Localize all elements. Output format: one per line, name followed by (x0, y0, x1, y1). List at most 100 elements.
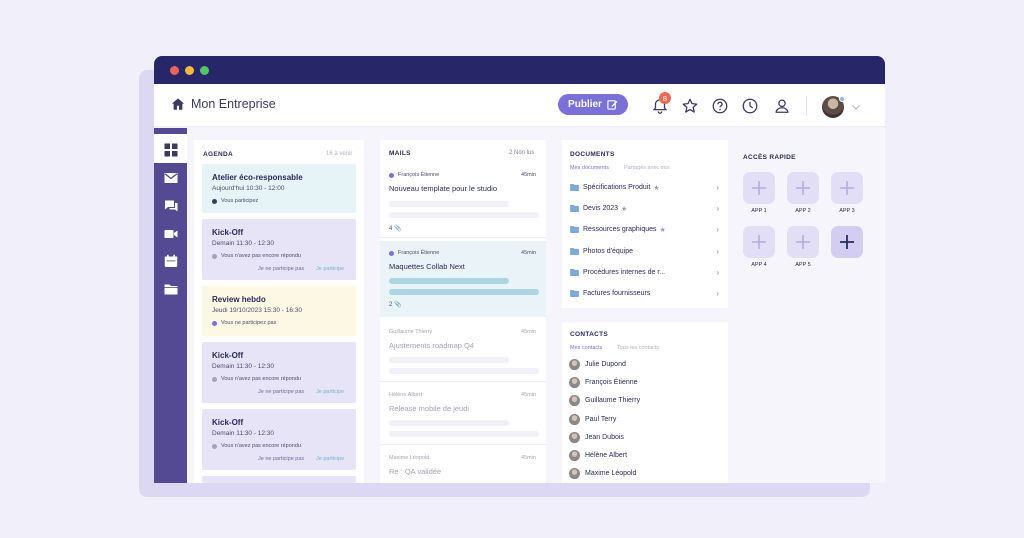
profile-button[interactable] (773, 97, 791, 115)
folder-icon (570, 268, 579, 276)
contact-item[interactable]: François Étienne (569, 377, 723, 389)
agenda-title: AGENDA (203, 151, 233, 158)
tab-shared-with-me[interactable]: Partagés avec moi (624, 165, 670, 171)
contact-avatar (569, 431, 580, 443)
contact-name: Hélène Albert (585, 452, 628, 459)
plus-icon (752, 235, 766, 249)
mail-preview-line (389, 368, 539, 374)
help-button[interactable] (711, 97, 729, 115)
nav-files[interactable] (164, 282, 178, 296)
contact-item[interactable]: Julie Dupond (569, 359, 723, 370)
agenda-event[interactable]: Kick-Off Demain 11:30 - 12:30 Vous n'ave… (202, 219, 356, 280)
mail-preview-line (389, 201, 509, 207)
app-label: APP 2 (795, 208, 811, 214)
document-item[interactable]: Procédures internes de r... › (569, 262, 723, 283)
nav-dashboard[interactable] (164, 143, 178, 157)
mail-preview-line (389, 289, 539, 295)
minimize-window-button[interactable] (185, 66, 194, 75)
quick-access-app[interactable] (787, 172, 819, 204)
documents-panel (562, 140, 728, 308)
star-icon[interactable]: ★ (653, 184, 660, 192)
contact-item[interactable]: Guillaume Thierry (569, 395, 723, 407)
folder-icon (570, 205, 579, 213)
mail-subject: Release mobile de jeudi (389, 404, 470, 413)
contact-avatar (569, 413, 580, 425)
quick-access-app[interactable] (787, 226, 819, 258)
chevron-down-icon[interactable] (851, 102, 861, 112)
mail-preview-line (389, 431, 539, 437)
nav-calendar[interactable] (164, 254, 178, 268)
mail-item[interactable]: François Étienne 45min Maquettes Collab … (380, 241, 546, 317)
event-status: Vous n'avez pas encore répondu (212, 443, 301, 449)
quick-access-app[interactable] (743, 172, 775, 204)
mail-time: 45min (521, 455, 536, 461)
event-date: Demain 11:30 - 12:30 (212, 430, 275, 437)
mail-item[interactable]: François Étienne 45min Nouveau template … (380, 163, 546, 238)
star-icon[interactable]: ★ (659, 226, 666, 234)
agenda-event[interactable]: Kick-Off Demain 11:30 - 12:30 Vous n'ave… (202, 342, 356, 403)
tab-my-contacts[interactable]: Mes contacts (570, 345, 603, 351)
brand[interactable]: Mon Entreprise (171, 97, 276, 111)
documents-title: DOCUMENTS (570, 151, 615, 158)
nav-video[interactable] (164, 227, 178, 241)
agenda-event[interactable]: Atelier éco-responsable Aujourd'hui 10:3… (202, 164, 356, 213)
mail-sender: Hélène Albert (389, 392, 423, 398)
favorites-button[interactable] (681, 97, 699, 115)
mail-time: 45min (521, 250, 536, 256)
accept-button[interactable]: Je participe (316, 266, 345, 272)
star-icon[interactable]: ★ (621, 205, 628, 213)
contact-item[interactable]: Jean Dubois (569, 431, 723, 443)
event-date: Aujourd'hui 10:30 - 12:00 (212, 185, 285, 192)
folder-icon (570, 247, 579, 255)
mail-time: 45min (521, 392, 536, 398)
document-item[interactable]: Ressources graphiques ★ › (569, 219, 723, 240)
notifications-button[interactable]: 8 (651, 92, 671, 115)
nav-mail[interactable] (164, 171, 178, 185)
contact-item[interactable]: Maxime Léopold (569, 468, 723, 480)
quick-access-app[interactable] (743, 226, 775, 258)
tab-all-contacts[interactable]: Tous les contacts (617, 345, 660, 351)
edit-icon (607, 100, 618, 110)
publish-button[interactable]: Publier (558, 94, 628, 115)
document-item[interactable]: Devis 2023 ★ › (569, 198, 723, 219)
document-name: Factures fournisseurs (583, 290, 651, 297)
accept-button[interactable]: Je participe (316, 456, 345, 462)
calendar-icon (164, 254, 178, 267)
document-item[interactable]: Spécifications Produit ★ › (569, 177, 723, 198)
add-app-button[interactable] (831, 226, 863, 258)
contact-name: Jean Dubois (585, 433, 624, 441)
mail-item[interactable]: Hélène Albert 45min Release mobile de je… (380, 383, 546, 445)
event-title: Kick-Off (212, 228, 244, 237)
history-button[interactable] (741, 97, 759, 115)
user-avatar[interactable] (822, 96, 844, 118)
agenda-event[interactable] (202, 476, 356, 483)
mail-item[interactable]: Guillaume Thierry 45min Ajustements road… (380, 320, 546, 382)
agenda-event[interactable]: Kick-Off Demain 11:30 - 12:30 Vous n'ave… (202, 409, 356, 470)
mail-preview-line (389, 278, 509, 284)
document-item[interactable]: Factures fournisseurs › (569, 283, 723, 304)
decline-button[interactable]: Je ne participe pas (258, 389, 305, 395)
contact-item[interactable]: Hélène Albert (569, 450, 723, 461)
contact-avatar (569, 468, 580, 480)
dashboard-icon (164, 143, 178, 157)
mail-item[interactable]: Maxime Léopold 45min Re : QA validée (380, 446, 546, 483)
contact-item[interactable]: Paul Terry (569, 413, 723, 425)
plus-icon (796, 235, 810, 249)
document-item[interactable]: Photos d'équipe › (569, 241, 723, 262)
accept-button[interactable]: Je participe (316, 389, 345, 395)
decline-button[interactable]: Je ne participe pas (258, 266, 305, 272)
contact-name: Guillaume Thierry (585, 397, 641, 405)
agenda-event[interactable]: Review hebdo Jeudi 19/10/2023 15:30 - 16… (202, 286, 356, 336)
close-window-button[interactable] (170, 66, 179, 75)
maximize-window-button[interactable] (200, 66, 209, 75)
contacts-title: CONTACTS (570, 331, 609, 338)
tab-my-documents[interactable]: Mes documents (570, 165, 609, 171)
chevron-right-icon: › (716, 183, 719, 192)
chevron-right-icon: › (716, 289, 719, 298)
quick-access-app[interactable] (831, 172, 863, 204)
mail-subject: Ajustements roadmap Q4 (389, 341, 475, 350)
window-titlebar (154, 56, 885, 84)
nav-chat[interactable] (164, 199, 178, 213)
folder-icon (570, 184, 579, 191)
decline-button[interactable]: Je ne participe pas (258, 456, 305, 462)
